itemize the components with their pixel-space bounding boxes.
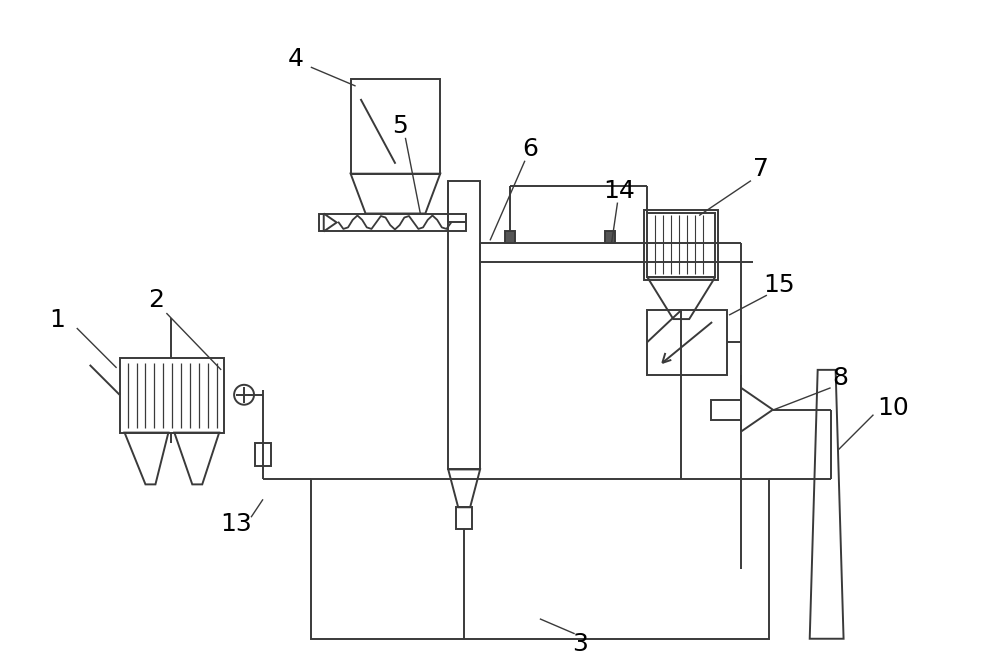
Text: 5: 5	[393, 114, 408, 138]
Text: 7: 7	[753, 157, 769, 180]
Bar	[647, 310, 727, 375]
Bar	[255, 443, 271, 466]
Text: 2: 2	[148, 288, 164, 312]
Bar	[120, 358, 224, 433]
Text: 6: 6	[522, 137, 538, 161]
Text: 10: 10	[877, 396, 909, 419]
Text: 4: 4	[288, 47, 304, 71]
Text: 8: 8	[833, 366, 849, 390]
Bar	[711, 400, 741, 419]
Text: 3: 3	[572, 631, 588, 656]
Text: 1: 1	[49, 308, 65, 332]
Bar	[456, 507, 472, 529]
Bar	[448, 180, 480, 470]
Bar	[351, 79, 440, 174]
Bar	[605, 231, 615, 244]
Text: 15: 15	[763, 273, 795, 297]
Text: 14: 14	[604, 178, 635, 203]
Bar	[644, 209, 718, 280]
Bar	[505, 231, 515, 244]
Text: 13: 13	[220, 512, 252, 536]
Bar	[647, 213, 715, 277]
Bar	[319, 213, 466, 231]
Bar	[311, 479, 769, 639]
